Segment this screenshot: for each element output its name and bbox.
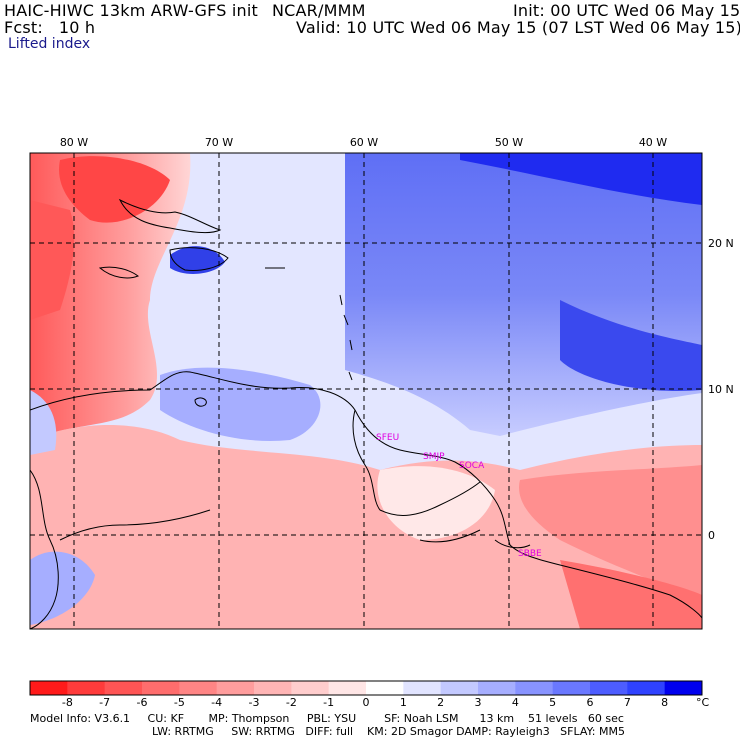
colorbar: -8 -7 -6 -5 -4 -3 -2 -1 0 1 2 3 4 5 6 7 8	[29, 680, 703, 709]
colorbar-swatch	[142, 681, 180, 695]
lon-label: 40 W	[639, 136, 667, 149]
colorbar-swatch	[104, 681, 143, 695]
longitude-labels: 80 W 70 W 60 W 50 W 40 W	[60, 136, 667, 149]
colorbar-swatch	[440, 681, 479, 695]
lat-label: 10 N	[708, 383, 734, 396]
colorbar-swatch	[291, 681, 330, 695]
field-name: Lifted index	[8, 36, 91, 52]
colorbar-swatch	[254, 681, 292, 695]
colorbar-swatch	[590, 681, 628, 695]
colorbar-swatch	[366, 681, 404, 695]
station-label-soca: SOCA	[459, 461, 485, 471]
colorbar-tick-label: 1	[400, 696, 407, 709]
colorbar-tick-label: -7	[99, 696, 110, 709]
colorbar-tick-label: -3	[249, 696, 260, 709]
lat-label: 0	[708, 529, 715, 542]
latitude-labels: 20 N 10 N 0	[708, 237, 734, 542]
colorbar-tick-label: 4	[512, 696, 519, 709]
colorbar-swatch	[664, 681, 703, 695]
station-labels: SFEU SMJP SOCA SBBE	[376, 433, 542, 559]
colorbar-tick-label: 0	[363, 696, 370, 709]
colorbar-tick-label: 2	[437, 696, 444, 709]
colorbar-tick-label: -4	[211, 696, 222, 709]
lon-label: 50 W	[495, 136, 523, 149]
colorbar-swatch	[67, 681, 106, 695]
colorbar-tick-label: 8	[661, 696, 668, 709]
colorbar-swatch	[179, 681, 218, 695]
lon-label: 70 W	[205, 136, 233, 149]
station-label-sbbe: SBBE	[518, 549, 542, 559]
colorbar-tick-label: -5	[174, 696, 185, 709]
lon-label: 60 W	[350, 136, 378, 149]
colorbar-tick-label: -6	[137, 696, 148, 709]
colorbar-swatch	[30, 681, 68, 695]
colorbar-tick-label: -8	[62, 696, 73, 709]
colorbar-swatch	[515, 681, 554, 695]
init-time: Init: 00 UTC Wed 06 May 15	[513, 1, 740, 20]
model-title: HAIC-HIWC 13km ARW-GFS init	[4, 1, 258, 20]
colorbar-tick-label: 3	[475, 696, 482, 709]
colorbar-frame	[29, 680, 703, 696]
colorbar-tick-label: -2	[286, 696, 297, 709]
forecast-hour: Fcst: 10 h	[4, 18, 96, 37]
colorbar-swatch	[627, 681, 666, 695]
colorbar-tick-label: 7	[624, 696, 631, 709]
valid-time: Valid: 10 UTC Wed 06 May 15 (07 LST Wed …	[296, 18, 740, 37]
colorbar-swatch	[328, 681, 367, 695]
model-info-line-2: LW: RRTMG SW: RRTMG DIFF: full KM: 2D Sm…	[152, 725, 625, 738]
colorbar-swatch	[478, 681, 516, 695]
colorbar-tick-label: -1	[323, 696, 334, 709]
lat-label: 20 N	[708, 237, 734, 250]
colorbar-swatch	[216, 681, 255, 695]
colorbar-tick-label: 6	[587, 696, 594, 709]
station-label-smjp: SMJP	[423, 452, 445, 462]
lon-label: 80 W	[60, 136, 88, 149]
center-name: NCAR/MMM	[272, 1, 366, 20]
colorbar-swatch	[552, 681, 591, 695]
map-frame	[30, 153, 702, 629]
colorbar-unit: °C	[696, 696, 710, 709]
station-label-sfeu: SFEU	[376, 433, 399, 443]
colorbar-tick-label: 5	[549, 696, 556, 709]
colorbar-swatch	[403, 681, 442, 695]
model-info-line-1: Model Info: V3.6.1 CU: KF MP: Thompson P…	[30, 712, 624, 725]
